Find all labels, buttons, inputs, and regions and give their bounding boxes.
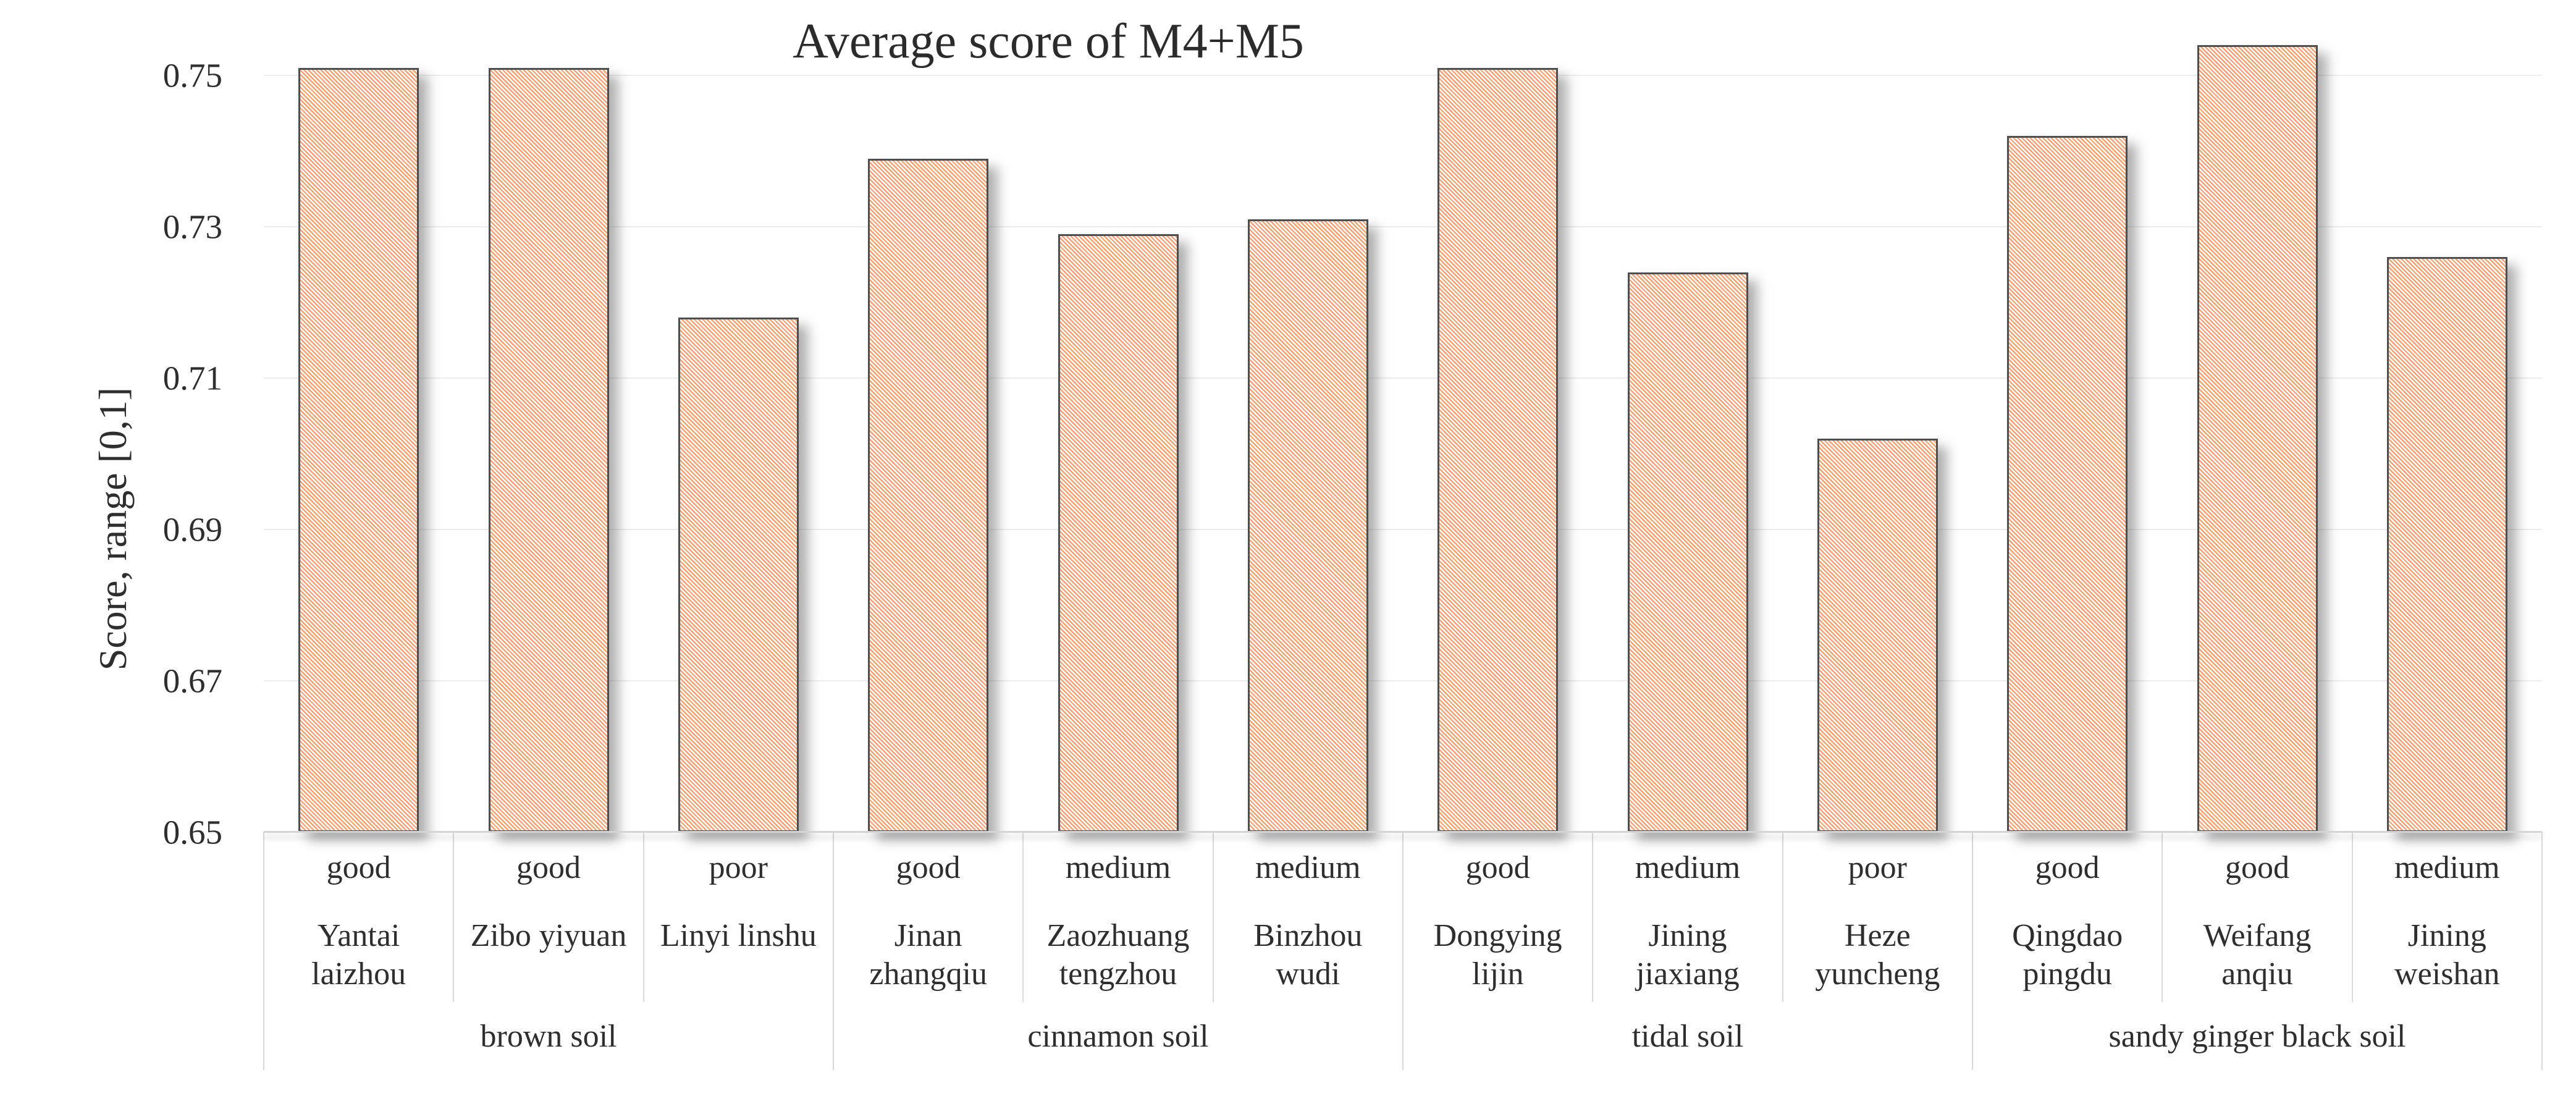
gridline-0.73 xyxy=(264,226,2542,227)
category-divider xyxy=(1592,832,1594,1002)
quality-label: medium xyxy=(2394,850,2500,885)
bar-weifang-anqiu xyxy=(2197,45,2318,832)
bar-qingdao-pingdu xyxy=(2007,136,2128,832)
y-tick-label: 0.65 xyxy=(162,813,222,851)
soil-group-label: brown soil xyxy=(480,1018,617,1054)
quality-label: good xyxy=(516,850,581,885)
soil-group-label: sandy ginger black soil xyxy=(2108,1018,2406,1054)
gridline-0.75 xyxy=(264,75,2542,76)
group-divider xyxy=(2541,832,2543,1070)
group-divider xyxy=(1402,832,1404,1070)
gridline-0.69 xyxy=(264,529,2542,530)
category-divider xyxy=(453,832,455,1002)
location-label: Zaozhuang tengzhou xyxy=(1046,918,1190,992)
category-divider xyxy=(1782,832,1783,1002)
group-divider xyxy=(263,832,264,1070)
gridline-0.71 xyxy=(264,377,2542,379)
location-label: Jinan zhangqiu xyxy=(869,918,987,992)
quality-label: poor xyxy=(709,850,768,885)
soil-group-label: cinnamon soil xyxy=(1027,1018,1209,1054)
y-tick-label: 0.71 xyxy=(162,359,222,397)
location-label: Jining jiaxiang xyxy=(1636,918,1740,992)
y-tick-label: 0.73 xyxy=(162,208,222,246)
bar-dongying-lijin xyxy=(1437,67,1559,832)
bar-zibo-yiyuan xyxy=(488,67,609,832)
category-divider xyxy=(1022,832,1024,1002)
bar-jinan-zhangqiu xyxy=(868,158,989,832)
quality-label: poor xyxy=(1848,850,1907,885)
category-divider xyxy=(642,832,644,1002)
soil-group-label: tidal soil xyxy=(1631,1018,1744,1054)
quality-label: good xyxy=(2035,850,2100,885)
x-axis-line xyxy=(264,831,2542,833)
category-divider xyxy=(2351,832,2353,1002)
gridline-0.67 xyxy=(264,680,2542,681)
quality-label: good xyxy=(326,850,391,885)
bar-binzhou-wudi xyxy=(1247,219,1368,832)
bar-yantai-laizhou xyxy=(298,67,419,832)
quality-label: medium xyxy=(1065,850,1171,885)
location-label: Jining weishan xyxy=(2394,918,2500,992)
group-divider xyxy=(1972,832,1973,1070)
location-label: Weifang anqiu xyxy=(2203,918,2312,992)
location-label: Heze yuncheng xyxy=(1815,918,1940,992)
bar-linyi-linshu xyxy=(678,318,799,832)
quality-label: good xyxy=(1465,850,1530,885)
y-tick-label: 0.67 xyxy=(162,662,222,700)
group-divider xyxy=(833,832,834,1070)
category-divider xyxy=(2161,832,2163,1002)
y-tick-label: 0.75 xyxy=(162,56,222,95)
quality-label: good xyxy=(896,850,961,885)
location-label: Qingdao pingdu xyxy=(2012,918,2123,992)
bar-heze-yuncheng xyxy=(1817,439,1938,832)
location-label: Zibo yiyuan xyxy=(470,918,627,953)
bar-zaozhuang-tengzhou xyxy=(1058,234,1179,832)
y-tick-label: 0.69 xyxy=(162,510,222,549)
location-label: Binzhou wudi xyxy=(1253,918,1363,992)
category-divider xyxy=(1212,832,1214,1002)
quality-label: good xyxy=(2225,850,2289,885)
chart-title: Average score of M4+M5 xyxy=(793,14,1304,69)
quality-label: medium xyxy=(1635,850,1741,885)
location-label: Linyi linshu xyxy=(660,918,817,953)
bar-jining-weishan xyxy=(2386,257,2507,832)
quality-label: medium xyxy=(1255,850,1361,885)
location-label: Yantai laizhou xyxy=(311,918,406,992)
bar-jining-jiaxiang xyxy=(1627,272,1748,832)
location-label: Dongying lijin xyxy=(1433,918,1562,992)
